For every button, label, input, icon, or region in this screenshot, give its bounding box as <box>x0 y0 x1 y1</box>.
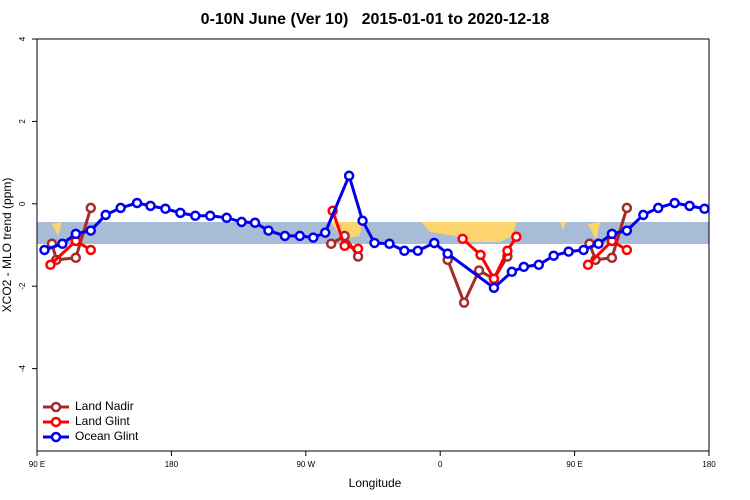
latitude-band <box>37 222 709 244</box>
data-point <box>458 297 470 308</box>
data-point <box>533 259 545 271</box>
data-point <box>652 202 664 214</box>
x-tick-label: 180 <box>165 460 179 469</box>
data-point <box>621 202 633 214</box>
data-point <box>221 212 232 224</box>
data-point <box>399 245 410 257</box>
data-point <box>339 240 350 252</box>
data-point <box>100 209 111 221</box>
data-point <box>236 216 247 228</box>
data-point <box>518 261 530 273</box>
data-point <box>578 244 589 256</box>
data-point <box>548 250 559 261</box>
data-point <box>131 197 143 209</box>
data-point <box>325 238 337 250</box>
data-point <box>593 238 604 250</box>
data-point <box>606 228 618 240</box>
chart-title: 0-10N June (Ver 10) 2015-01-01 to 2020-1… <box>201 11 550 28</box>
data-point <box>488 273 500 285</box>
data-point <box>369 237 380 249</box>
x-tick-label: 180 <box>702 460 716 469</box>
data-point <box>352 243 364 254</box>
data-point <box>85 225 97 236</box>
data-point <box>563 246 574 257</box>
legend-label: Land Glint <box>75 414 130 428</box>
data-point <box>39 244 50 256</box>
y-tick-label: 0 <box>18 201 27 206</box>
legend-label: Land Nadir <box>75 399 134 413</box>
plot-frame <box>36 38 710 452</box>
data-point <box>442 248 453 259</box>
data-point <box>606 252 618 264</box>
data-point <box>175 207 186 219</box>
data-point <box>684 200 695 212</box>
data-point <box>488 282 500 294</box>
data-point <box>511 231 522 243</box>
data-point <box>190 210 201 221</box>
data-point <box>699 203 710 214</box>
data-point <box>160 203 171 214</box>
data-point <box>506 266 518 278</box>
data-point <box>412 245 424 257</box>
x-tick-label: 0 <box>438 460 443 469</box>
x-tick-label: 90 E <box>29 460 45 469</box>
data-point <box>70 252 82 264</box>
data-point <box>115 202 126 214</box>
data-point <box>249 217 261 229</box>
data-point <box>502 245 513 257</box>
data-point <box>70 228 82 240</box>
data-point <box>85 202 97 214</box>
data-point <box>343 170 355 182</box>
data-point <box>428 237 440 249</box>
data-point <box>57 238 68 250</box>
y-tick-label: 2 <box>18 119 27 124</box>
data-point <box>638 209 649 221</box>
data-point <box>279 230 291 242</box>
legend-swatch-point <box>50 401 62 413</box>
data-point <box>294 230 306 242</box>
x-tick-label: 90 W <box>296 460 315 469</box>
data-point <box>582 259 594 271</box>
legend-label: Ocean Glint <box>75 429 139 443</box>
y-tick-label: -2 <box>18 282 27 290</box>
data-point <box>475 249 486 261</box>
x-tick-label: 90 E <box>566 460 582 469</box>
data-point <box>204 210 216 221</box>
data-point <box>384 238 395 250</box>
data-point <box>263 225 274 236</box>
data-point <box>457 233 468 245</box>
legend-swatch-point <box>50 416 62 428</box>
x-axis-label: Longitude <box>349 476 402 490</box>
data-point <box>45 259 56 271</box>
data-point <box>357 215 368 226</box>
data-point <box>319 227 331 238</box>
y-tick-label: -4 <box>18 364 27 372</box>
data-point <box>145 200 156 212</box>
data-point <box>669 197 680 209</box>
y-tick-label: 4 <box>18 36 27 41</box>
legend-swatch-point <box>50 431 62 443</box>
data-point <box>621 244 633 256</box>
data-point <box>308 232 319 243</box>
data-point <box>85 244 97 256</box>
data-point <box>621 225 633 236</box>
y-axis-label: XCO2 - MLO trend (ppm) <box>0 178 14 313</box>
data-point <box>473 265 485 276</box>
